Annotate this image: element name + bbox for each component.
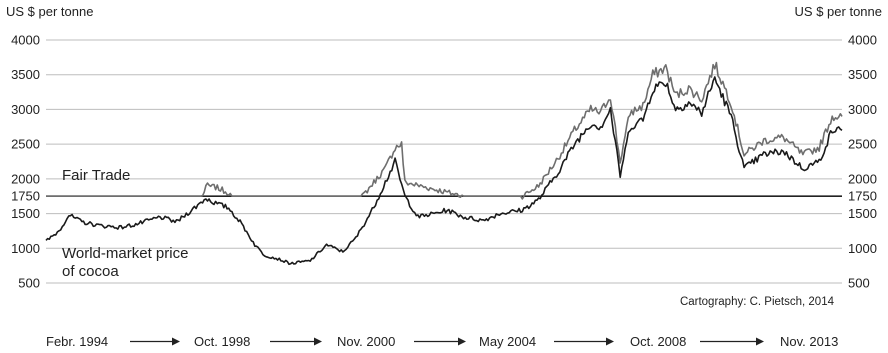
y-tick-label-right: 1750 <box>848 189 877 204</box>
timeline-arrowhead <box>756 337 764 346</box>
y-unit-label-left: US $ per tonne <box>6 4 94 19</box>
y-tick-label-left: 3500 <box>11 67 40 82</box>
y-tick-label-right: 2000 <box>848 171 877 186</box>
y-tick-label-left: 500 <box>18 276 40 291</box>
timeline-label: Oct. 1998 <box>194 334 250 349</box>
world-market-price-line <box>45 76 843 266</box>
y-tick-label-right: 500 <box>848 276 870 291</box>
timeline-axis: Febr. 1994 Oct. 1998 Nov. 2000 May 2004 Oct.… <box>46 334 838 349</box>
y-tick-label-right: 3500 <box>848 67 877 82</box>
timeline-label: Febr. 1994 <box>46 334 108 349</box>
cartography-credit: Cartography: C. Pietsch, 2014 <box>680 296 835 308</box>
timeline-label: May 2004 <box>479 334 536 349</box>
y-tick-label-right: 2500 <box>848 137 877 152</box>
gridlines <box>46 39 842 284</box>
y-axis-left: 500 1000 1500 1750 2000 2500 3000 3500 4000 <box>11 33 40 291</box>
timeline-label: Nov. 2000 <box>337 334 395 349</box>
timeline-label: Oct. 2008 <box>630 334 686 349</box>
y-tick-label-left: 3000 <box>11 102 40 117</box>
y-tick-label-right: 3000 <box>848 102 877 117</box>
fair-trade-price-line <box>46 61 843 200</box>
world-market-label-line-2: of cocoa <box>62 263 119 280</box>
y-tick-label-left: 2500 <box>11 137 40 152</box>
y-tick-label-left: 2000 <box>11 171 40 186</box>
y-unit-label-right: US $ per tonne <box>794 4 882 19</box>
timeline-arrowhead <box>172 337 180 346</box>
timeline-arrowhead <box>314 337 322 346</box>
timeline-arrowhead <box>606 337 614 346</box>
y-tick-label-left: 1500 <box>11 206 40 221</box>
y-tick-label-left: 1000 <box>11 241 40 256</box>
fair-trade-label: Fair Trade <box>62 167 130 184</box>
y-tick-label-right: 1500 <box>848 206 877 221</box>
timeline-label: Nov. 2013 <box>780 334 838 349</box>
world-market-label-line-1: World-market price <box>62 245 188 262</box>
y-axis-right: 500 1000 1500 1750 2000 2500 3000 3500 4000 <box>848 33 877 291</box>
y-tick-label-left: 1750 <box>11 189 40 204</box>
y-tick-label-right: 1000 <box>848 241 877 256</box>
y-tick-label-left: 4000 <box>11 33 40 48</box>
series-lines <box>45 61 843 266</box>
y-tick-label-right: 4000 <box>848 33 877 48</box>
timeline-arrowhead <box>458 337 466 346</box>
